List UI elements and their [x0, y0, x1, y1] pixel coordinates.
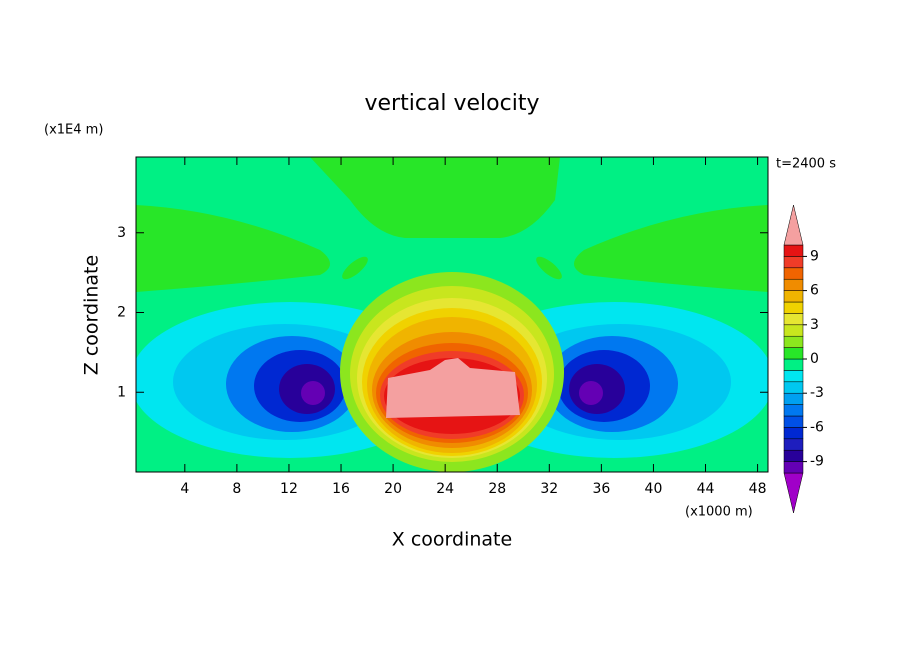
colorbar-band: [783, 392, 804, 405]
chart-title: vertical velocity: [364, 91, 539, 116]
colorbar-label: -6: [810, 419, 824, 435]
x-tick-label: 12: [280, 481, 298, 497]
colorbar-label: 9: [810, 248, 819, 264]
colorbar-label: -3: [810, 385, 824, 401]
colorbar-band: [783, 278, 804, 291]
colorbar-label: 0: [810, 351, 819, 367]
plot-frame: [135, 156, 769, 473]
contour-region: [301, 381, 325, 405]
colorbar-band: [783, 347, 804, 360]
y-axis-title: Z coordinate: [81, 255, 103, 375]
x-tick-label: 48: [749, 481, 767, 497]
colorbar-band: [783, 438, 804, 451]
colorbar-label: 6: [810, 283, 819, 299]
colorbar-band: [783, 256, 804, 269]
colorbar-band: [783, 335, 804, 348]
colorbar-band: [783, 290, 804, 303]
x-tick-label: 36: [592, 481, 610, 497]
x-unit: (x1000 m): [685, 505, 753, 520]
colorbar-arrow: [783, 204, 804, 246]
contour-region: [342, 256, 368, 280]
colorbar-band: [783, 461, 804, 474]
colorbar-label: 3: [810, 317, 819, 333]
contour-region: [574, 205, 768, 292]
colorbar-band: [783, 313, 804, 326]
colorbar-band: [783, 358, 804, 371]
colorbar-band: [783, 244, 804, 257]
colorbar-band: [783, 404, 804, 417]
x-tick-label: 32: [540, 481, 558, 497]
colorbar-band: [783, 370, 804, 383]
x-axis-title: X coordinate: [392, 529, 512, 551]
x-tick-label: 4: [180, 481, 189, 497]
colorbar-band: [783, 381, 804, 394]
x-tick-label: 40: [645, 481, 663, 497]
y-unit: (x1E4 m): [44, 123, 103, 138]
contour-region: [579, 381, 603, 405]
colorbar-band: [783, 301, 804, 314]
contour-region: [310, 157, 560, 238]
colorbar-band: [783, 427, 804, 440]
annotation: t=2400 s: [776, 157, 836, 172]
x-tick-label: 24: [436, 481, 454, 497]
colorbar-band: [783, 415, 804, 428]
x-tick-label: 44: [697, 481, 715, 497]
colorbar-band: [783, 449, 804, 462]
x-tick-label: 20: [384, 481, 402, 497]
colorbar-band: [783, 267, 804, 280]
colorbar-band: [783, 324, 804, 337]
x-tick-label: 28: [488, 481, 506, 497]
x-tick-label: 8: [232, 481, 241, 497]
y-tick-label: 3: [117, 225, 126, 241]
x-tick-label: 16: [332, 481, 350, 497]
contour-region: [386, 358, 520, 418]
colorbar-label: -9: [810, 454, 824, 470]
contour-field: [136, 157, 768, 472]
contour-region: [536, 256, 562, 280]
y-tick-label: 2: [117, 305, 126, 321]
y-tick-label: 1: [117, 384, 126, 400]
contour-region: [136, 205, 330, 292]
